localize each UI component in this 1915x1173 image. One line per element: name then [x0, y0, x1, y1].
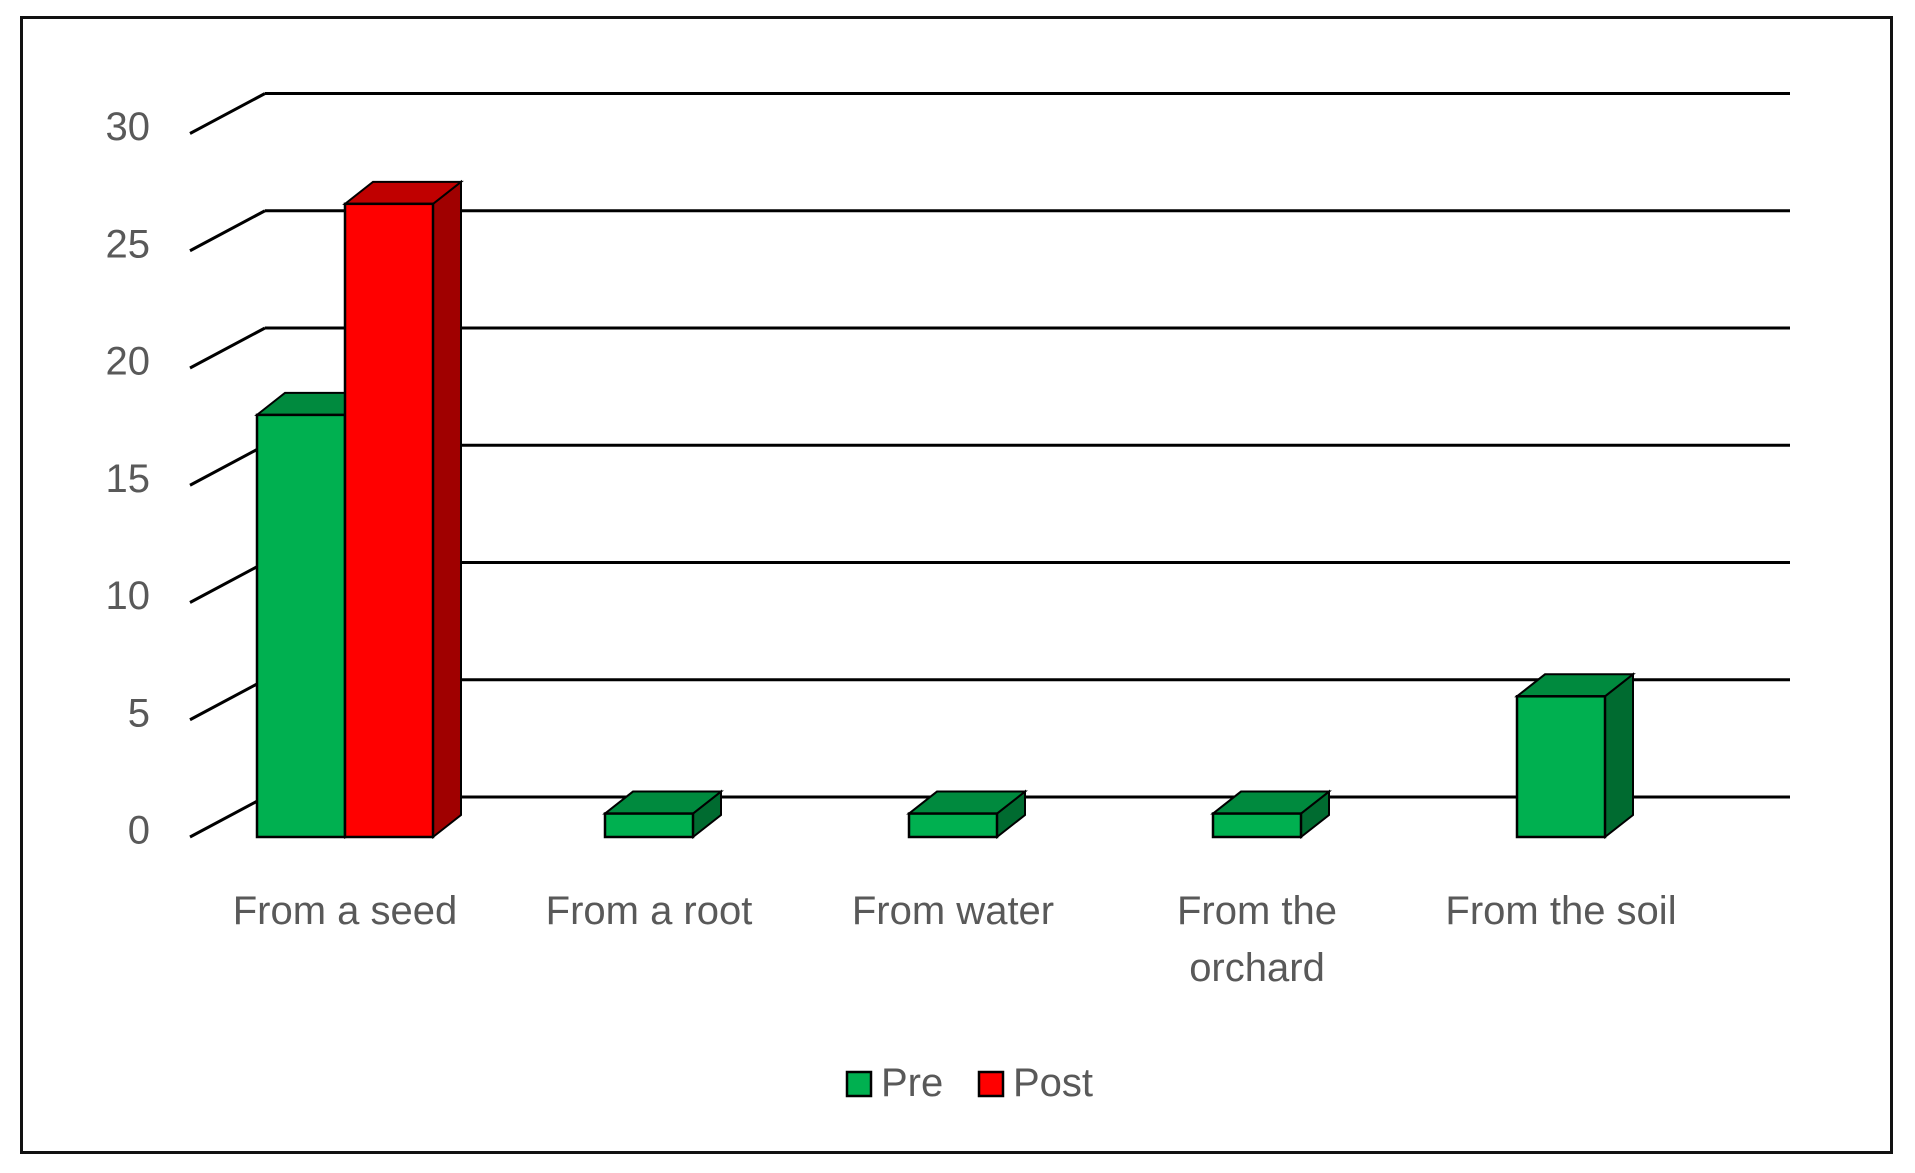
bar-front — [255, 413, 347, 839]
x-category-label: From a root — [546, 889, 753, 933]
y-tick-label: 15 — [106, 457, 151, 501]
gridline-diagonal — [189, 561, 266, 604]
legend-swatch — [845, 1070, 873, 1098]
legend-item-post: Post — [977, 1061, 1093, 1105]
legend-label: Pre — [881, 1061, 943, 1105]
legend-label: Post — [1013, 1061, 1093, 1105]
gridlines — [189, 92, 1790, 839]
y-tick-label: 20 — [106, 340, 151, 384]
y-tick-label: 25 — [106, 222, 151, 266]
y-tick-label: 0 — [128, 809, 150, 853]
x-category-label: From water — [852, 889, 1054, 933]
bar-front — [907, 812, 999, 839]
bar-pre-2 — [906, 789, 1028, 840]
bar-side — [432, 179, 462, 840]
bar-front — [1515, 695, 1607, 839]
gridline-diagonal — [189, 209, 266, 253]
x-category-label: From the soil — [1445, 889, 1676, 933]
bar-pre-4 — [1514, 672, 1636, 840]
bar-front — [343, 202, 435, 839]
y-tick-label: 5 — [128, 691, 150, 735]
bar-pre-3 — [1210, 789, 1332, 840]
x-category-label: From the orchard — [1177, 889, 1337, 990]
bar-front — [1211, 812, 1303, 839]
legend: Pre Post — [845, 1061, 1093, 1105]
gridline-diagonal — [189, 443, 266, 487]
bar-front — [603, 812, 695, 839]
bar-side — [1604, 672, 1634, 840]
gridline-diagonal — [189, 795, 266, 839]
gridline-diagonal — [189, 92, 266, 135]
y-tick-label: 30 — [106, 105, 151, 149]
gridline-diagonal — [189, 678, 266, 722]
legend-item-pre: Pre — [845, 1061, 943, 1105]
bar-post-0 — [342, 179, 464, 840]
x-axis-labels: From a seed From a root From water From the… — [233, 889, 1677, 990]
x-category-label: From a seed — [233, 889, 458, 933]
bars — [254, 179, 1636, 840]
legend-swatch — [977, 1070, 1005, 1098]
gridline-diagonal — [189, 326, 266, 370]
bar-pre-1 — [602, 789, 724, 840]
y-axis-ticks: 0 5 10 15 20 25 30 — [106, 105, 151, 853]
y-tick-label: 10 — [106, 574, 151, 618]
